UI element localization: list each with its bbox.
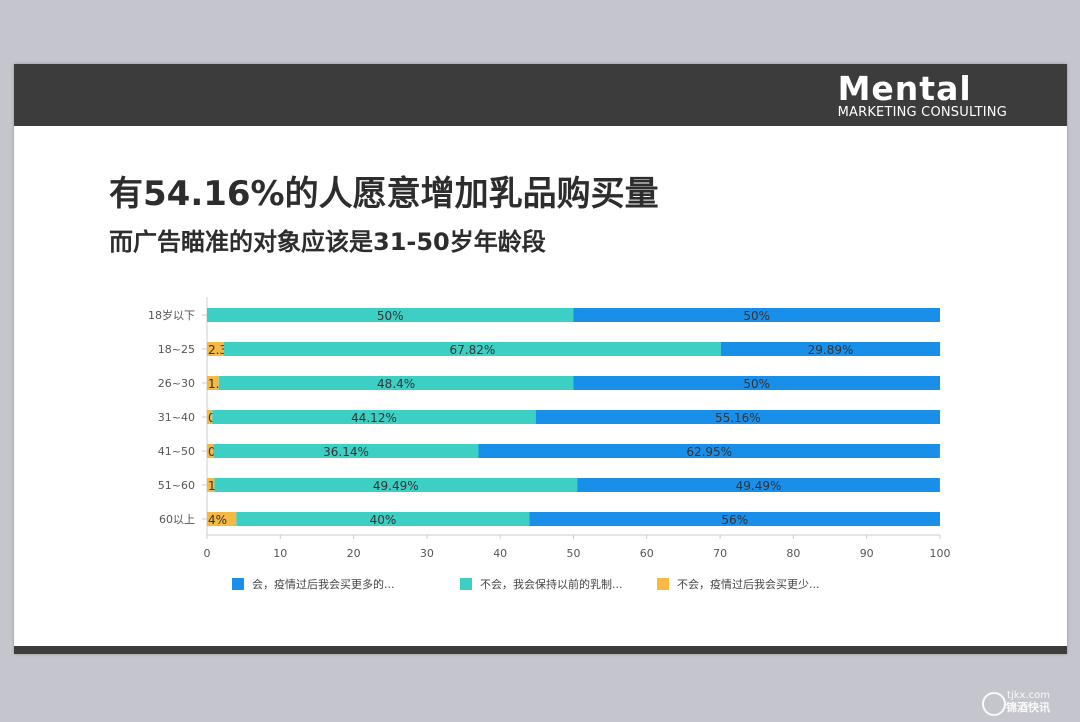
data-label: 56% bbox=[721, 513, 748, 527]
bar-segment bbox=[577, 478, 940, 492]
y-tick-label: 18岁以下 bbox=[148, 308, 195, 322]
stacked-bar-chart: 18岁以下50%50%18~252.3%67.82%29.89%26~301.6… bbox=[148, 297, 951, 591]
y-tick-label: 31~40 bbox=[158, 411, 195, 424]
data-label: 50% bbox=[743, 377, 770, 391]
watermark-name: 锦酒快讯 bbox=[1006, 701, 1050, 714]
data-label: 67.82% bbox=[450, 343, 496, 357]
watermark-icon bbox=[982, 692, 1006, 716]
legend-swatch bbox=[232, 578, 244, 590]
watermark-site: tjkx.com bbox=[1007, 690, 1050, 701]
data-label: 40% bbox=[370, 513, 397, 527]
data-label: 4% bbox=[208, 513, 227, 527]
legend-label: 不会，我会保持以前的乳制... bbox=[480, 577, 623, 591]
x-tick-label: 10 bbox=[273, 547, 287, 560]
y-tick-label: 41~50 bbox=[158, 445, 195, 458]
data-label: 29.89% bbox=[808, 343, 854, 357]
bar-segment bbox=[223, 342, 721, 356]
bar-segment bbox=[236, 512, 530, 526]
bar-segment bbox=[207, 444, 214, 458]
slide-title: 有54.16%的人愿意增加乳品购买量 bbox=[109, 174, 659, 214]
data-label: 50% bbox=[743, 309, 770, 323]
data-label: 50% bbox=[377, 309, 404, 323]
x-tick-label: 100 bbox=[930, 547, 951, 560]
x-tick-label: 30 bbox=[420, 547, 434, 560]
footer-bar bbox=[14, 646, 1067, 654]
y-tick-label: 60以上 bbox=[159, 513, 195, 526]
bar-segment bbox=[478, 444, 940, 458]
slide: Mental MARKETING CONSULTING 有54.16%的人愿意增… bbox=[14, 64, 1067, 654]
x-tick-label: 50 bbox=[567, 547, 581, 560]
bar-segment bbox=[207, 512, 237, 526]
watermark: tjkx.com 锦酒快讯 bbox=[982, 690, 1050, 716]
bar-segment bbox=[535, 410, 940, 424]
y-tick-label: 18~25 bbox=[158, 343, 195, 356]
x-tick-label: 80 bbox=[786, 547, 800, 560]
bar-segment bbox=[214, 478, 578, 492]
legend-swatch bbox=[460, 578, 472, 590]
data-label: 49.49% bbox=[736, 479, 782, 493]
bar-segment bbox=[207, 342, 224, 356]
data-label: 55.16% bbox=[715, 411, 761, 425]
data-label: 62.95% bbox=[686, 445, 732, 459]
bar-segment bbox=[207, 308, 574, 322]
x-tick-label: 70 bbox=[713, 547, 727, 560]
bar-segment bbox=[529, 512, 940, 526]
logo-main-text: Mental bbox=[837, 69, 972, 108]
logo-sub-text: MARKETING CONSULTING bbox=[837, 105, 1007, 120]
bar-segment bbox=[573, 376, 940, 390]
bar-segment bbox=[207, 478, 215, 492]
data-label: 44.12% bbox=[351, 411, 397, 425]
bar-segment bbox=[207, 410, 213, 424]
data-label: 36.14% bbox=[323, 445, 369, 459]
data-label: 49.49% bbox=[373, 479, 419, 493]
y-tick-label: 51~60 bbox=[158, 479, 195, 492]
legend-swatch bbox=[657, 578, 669, 590]
data-label: 48.4% bbox=[377, 377, 415, 391]
bar-segment bbox=[213, 444, 479, 458]
x-tick-label: 40 bbox=[493, 547, 507, 560]
x-tick-label: 90 bbox=[860, 547, 874, 560]
y-tick-label: 26~30 bbox=[158, 377, 195, 390]
legend-label: 不会，疫情过后我会买更少... bbox=[677, 577, 820, 591]
slide-subtitle: 而广告瞄准的对象应该是31-50岁年龄段 bbox=[109, 228, 546, 256]
header-bar: Mental MARKETING CONSULTING bbox=[14, 64, 1067, 126]
bar-segment bbox=[218, 376, 574, 390]
brand-logo: Mental MARKETING CONSULTING bbox=[838, 72, 1007, 120]
x-tick-label: 20 bbox=[347, 547, 361, 560]
x-tick-label: 0 bbox=[204, 547, 211, 560]
bar-segment bbox=[720, 342, 941, 356]
bar-segment bbox=[212, 410, 536, 424]
x-tick-label: 60 bbox=[640, 547, 654, 560]
legend-label: 会，疫情过后我会买更多的... bbox=[252, 577, 395, 591]
bar-segment bbox=[207, 376, 219, 390]
bar-segment bbox=[573, 308, 940, 322]
